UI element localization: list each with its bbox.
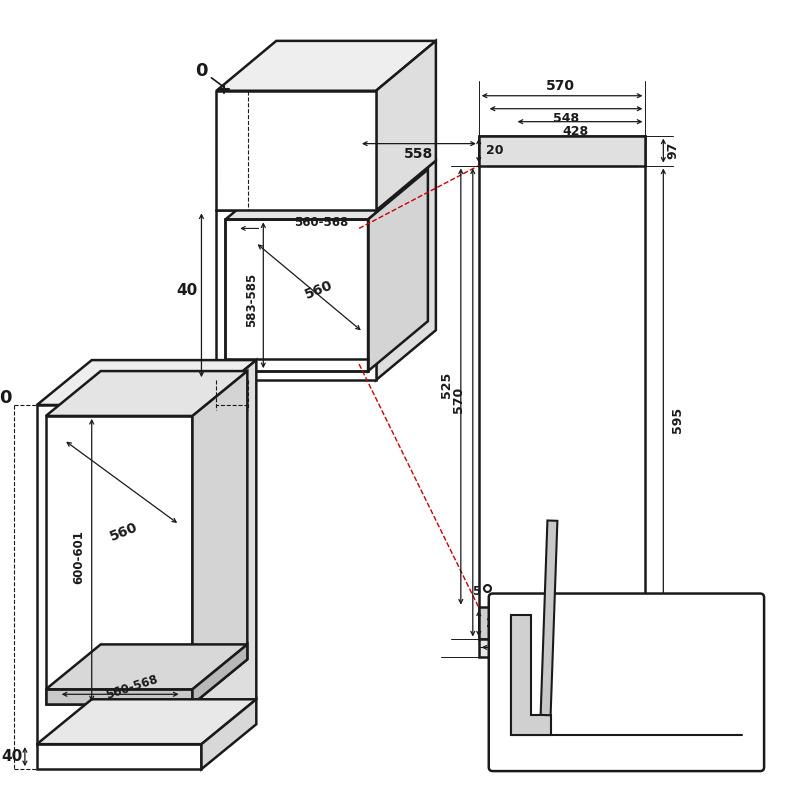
FancyBboxPatch shape — [489, 594, 764, 771]
Polygon shape — [182, 371, 247, 427]
Text: 560-568: 560-568 — [294, 216, 348, 229]
Text: 600-601: 600-601 — [72, 530, 86, 583]
Text: 40: 40 — [2, 749, 22, 764]
Text: 560: 560 — [303, 278, 335, 302]
Polygon shape — [46, 371, 247, 416]
Text: 595: 595 — [670, 407, 684, 433]
Text: 460: 460 — [644, 603, 670, 616]
Text: 570: 570 — [452, 387, 466, 413]
Bar — [478, 136, 646, 639]
Text: 89°: 89° — [601, 689, 624, 702]
Text: 595: 595 — [546, 650, 575, 664]
Polygon shape — [217, 210, 376, 380]
Polygon shape — [359, 178, 419, 364]
Text: 40: 40 — [176, 282, 197, 298]
Text: 0: 0 — [195, 62, 208, 80]
Polygon shape — [217, 41, 436, 90]
Polygon shape — [37, 360, 256, 405]
Polygon shape — [37, 699, 256, 744]
Polygon shape — [202, 699, 256, 769]
Text: 97: 97 — [667, 142, 680, 159]
Text: 0: 0 — [0, 389, 11, 407]
Polygon shape — [202, 360, 256, 744]
Polygon shape — [368, 170, 428, 371]
Polygon shape — [217, 90, 376, 210]
Text: 570: 570 — [546, 78, 575, 93]
Text: 9: 9 — [738, 740, 746, 750]
Text: 0: 0 — [705, 718, 712, 727]
Polygon shape — [37, 744, 202, 769]
Polygon shape — [57, 427, 182, 690]
Text: 525: 525 — [440, 372, 454, 398]
Polygon shape — [376, 41, 436, 210]
Text: 428: 428 — [562, 125, 589, 138]
Text: 20: 20 — [486, 144, 503, 157]
Polygon shape — [226, 170, 428, 219]
Polygon shape — [217, 161, 436, 210]
Text: 560-568: 560-568 — [104, 673, 159, 702]
Polygon shape — [46, 690, 193, 704]
Polygon shape — [235, 229, 359, 364]
Text: 583-585: 583-585 — [245, 273, 258, 327]
Bar — [478, 136, 646, 166]
Text: 5: 5 — [472, 585, 480, 598]
Polygon shape — [46, 645, 247, 690]
Text: 558: 558 — [404, 146, 434, 161]
Polygon shape — [37, 405, 202, 744]
Bar — [478, 607, 646, 639]
Polygon shape — [359, 170, 428, 229]
Polygon shape — [376, 161, 436, 380]
Polygon shape — [193, 645, 247, 704]
Polygon shape — [541, 521, 558, 715]
Text: 20: 20 — [486, 617, 503, 630]
Bar — [478, 639, 646, 658]
Text: 548: 548 — [553, 112, 578, 125]
Polygon shape — [510, 615, 550, 735]
Polygon shape — [193, 371, 247, 704]
Text: 560: 560 — [107, 520, 140, 544]
Polygon shape — [182, 382, 238, 690]
